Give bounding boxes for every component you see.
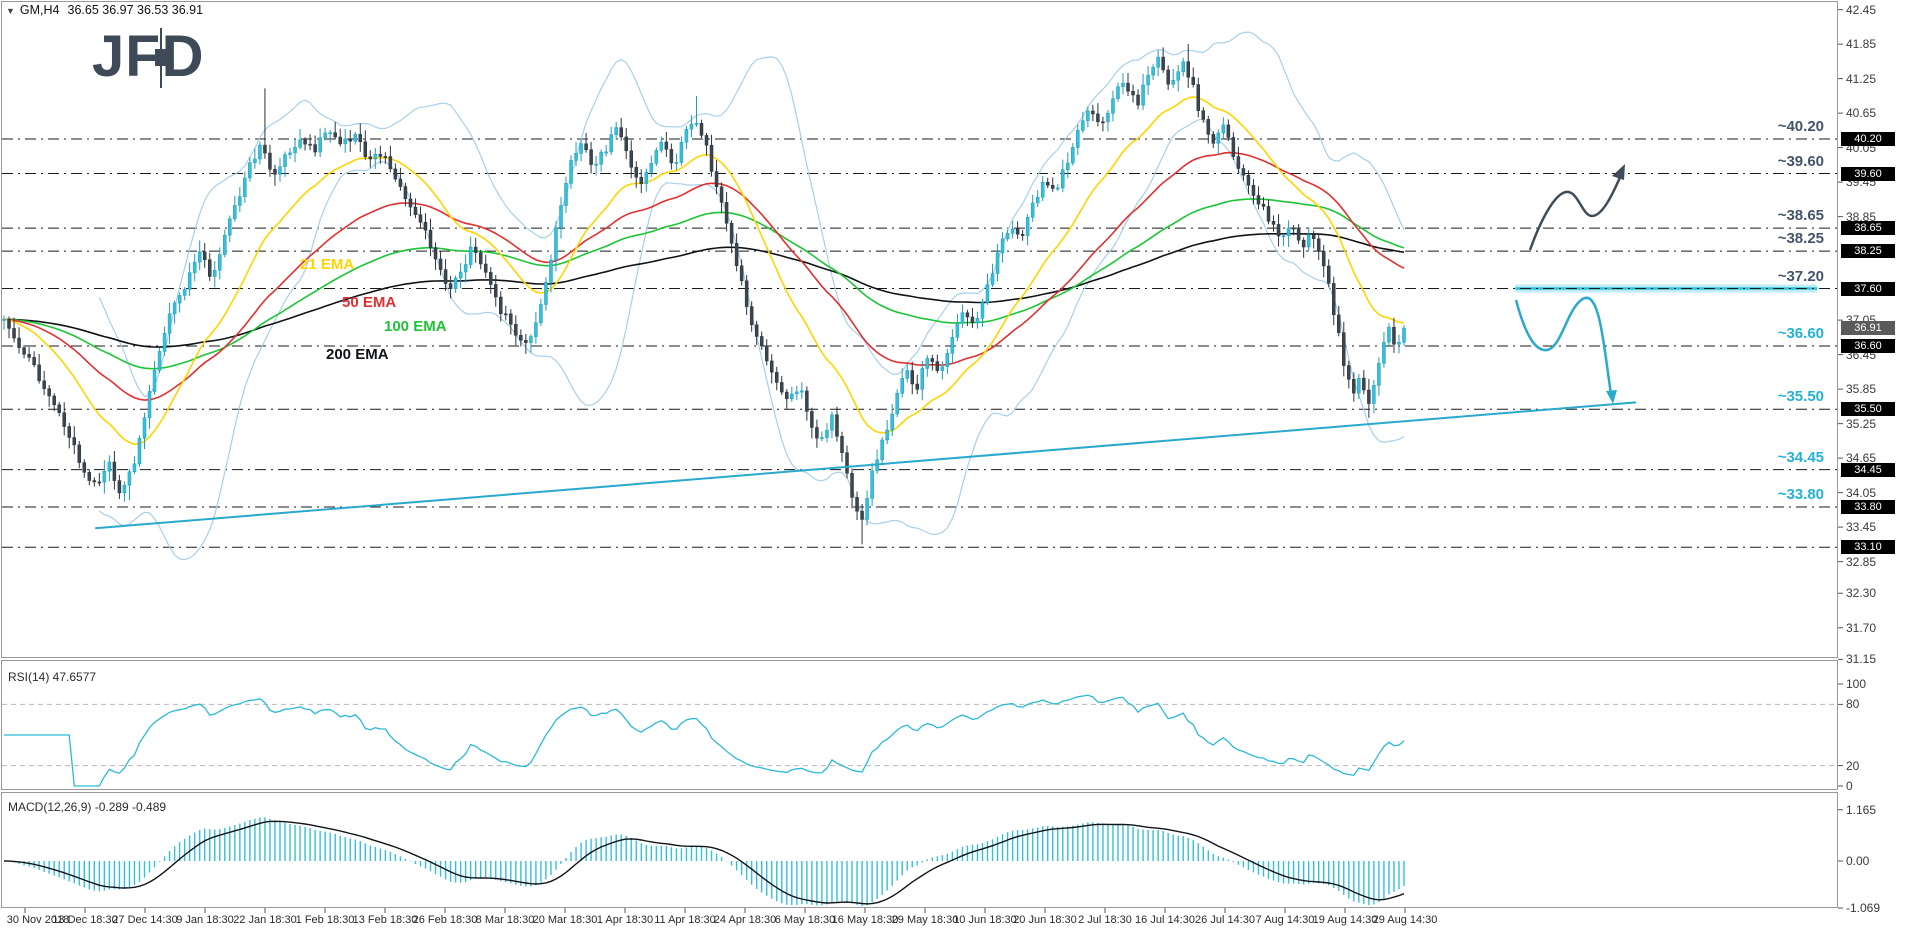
- time-axis-label: 6 May 18:30: [774, 914, 836, 926]
- price-level-box: 38.65: [1841, 221, 1895, 236]
- macd-tick-label: -1.069: [1846, 901, 1881, 916]
- jfd-logo-candle-body: [155, 49, 166, 66]
- time-axis-ticks: [24, 908, 1406, 913]
- time-axis-label: 9 Jan 18:30: [176, 914, 234, 926]
- level-label: ~33.80: [1777, 486, 1824, 503]
- time-axis-label: 20 Jun 18:30: [1013, 914, 1077, 926]
- time-axis-label: 1 Apr 18:30: [596, 914, 654, 926]
- price-level-box: 39.60: [1841, 166, 1895, 181]
- ema50-label: 50 EMA: [342, 294, 397, 311]
- price-level-box: 40.20: [1841, 132, 1895, 146]
- rsi-tick-label: 100: [1846, 677, 1867, 691]
- level-label: ~39.60: [1777, 152, 1824, 170]
- rsi-tick-label: 20: [1846, 758, 1860, 773]
- time-axis-label: 16 Jul 14:30: [1135, 914, 1195, 926]
- time-axis-label: 22 Jan 18:30: [233, 914, 297, 926]
- time-axis-label: 1 Feb 18:30: [295, 914, 355, 926]
- analyst-drawings[interactable]: [95, 164, 1637, 530]
- price-tick-label: 31.15: [1846, 652, 1877, 667]
- current-price-box: 36.91: [1841, 321, 1895, 336]
- price-tick-label: 32.85: [1846, 554, 1877, 569]
- time-axis-label: 2 Jul 18:30: [1078, 914, 1132, 926]
- time-axis-label: 29 Aug 14:30: [1372, 914, 1438, 926]
- time-axis-label: 26 Jul 14:30: [1195, 914, 1255, 926]
- indicator-lines: [3, 31, 1405, 561]
- macd-panel[interactable]: [3, 817, 1405, 906]
- chart-title[interactable]: ▼ GM,H4 36.65 36.97 36.53 36.91: [6, 3, 203, 17]
- ema21-label: 21 EMA: [300, 256, 355, 273]
- time-axis-label: 26 Feb 18:30: [412, 914, 478, 926]
- jfd-logo-text: JFD: [92, 24, 205, 89]
- price-tick-label: 31.70: [1846, 620, 1877, 635]
- price-level-box: 35.50: [1841, 402, 1895, 417]
- time-axis-label: 7 Aug 14:30: [1255, 914, 1315, 926]
- ema100-label: 100 EMA: [384, 318, 447, 335]
- jfd-logo: JFD: [92, 28, 205, 88]
- level-label: ~38.65: [1777, 207, 1824, 225]
- time-axis-label: 27 Dec 14:30: [112, 914, 178, 926]
- price-tick-label: 42.45: [1846, 2, 1877, 17]
- rsi-tick-label: 0: [1846, 779, 1853, 793]
- price-level-box: 33.10: [1841, 540, 1895, 555]
- price-tick-label: 41.25: [1846, 71, 1877, 86]
- time-axis-label: 13 Feb 18:30: [352, 914, 418, 926]
- ohlc-readout: 36.65 36.97 36.53 36.91: [67, 3, 204, 17]
- price-tick-label: 38.85: [1846, 209, 1877, 224]
- axis-tick-marks: [1838, 9, 1843, 909]
- time-axis-label: 13 Dec 18:30: [52, 914, 118, 926]
- price-tick-label: 33.45: [1846, 520, 1877, 535]
- symbol-dropdown-icon[interactable]: ▼: [6, 6, 15, 16]
- price-tick-label: 35.85: [1846, 382, 1877, 397]
- macd-tick-label: 1.165: [1846, 802, 1877, 817]
- price-level-box: 33.80: [1841, 500, 1895, 514]
- time-axis-label: 8 Mar 18:30: [475, 914, 535, 926]
- price-level-box: 38.25: [1841, 244, 1895, 259]
- level-label: ~34.45: [1777, 448, 1824, 466]
- level-label: ~40.20: [1777, 118, 1824, 135]
- level-label: ~37.20: [1777, 267, 1824, 285]
- rsi-panel-label: RSI(14) 47.6577: [8, 670, 97, 684]
- ema200-label: 200 EMA: [326, 346, 389, 363]
- level-label: ~35.50: [1777, 388, 1824, 406]
- price-tick-label: 40.65: [1846, 106, 1877, 121]
- price-tick-label: 32.30: [1846, 586, 1877, 601]
- price-level-box: 36.60: [1841, 339, 1895, 353]
- candlesticks[interactable]: [2, 44, 1406, 545]
- price-level-box: 37.60: [1841, 281, 1895, 296]
- time-axis-label: 19 Aug 14:30: [1312, 914, 1378, 926]
- price-tick-label: 34.05: [1846, 485, 1877, 500]
- macd-panel-label: MACD(12,26,9) -0.289 -0.489: [8, 800, 167, 814]
- time-axis-label: 11 Apr 18:30: [654, 914, 716, 926]
- rsi-tick-label: 80: [1846, 697, 1860, 712]
- symbol-period-label: GM,H4: [19, 3, 60, 17]
- level-lines[interactable]: [2, 138, 1838, 548]
- panel-borders: [1, 1, 1838, 908]
- price-tick-label: 41.85: [1846, 37, 1877, 52]
- time-axis-label: 24 Apr 18:30: [713, 914, 777, 926]
- price-tick-label: 34.65: [1846, 451, 1877, 466]
- time-axis-label: 29 May 18:30: [891, 914, 959, 926]
- level-label: ~36.60: [1777, 325, 1824, 342]
- rsi-panel[interactable]: [2, 694, 1838, 787]
- time-axis-label: 20 Mar 18:30: [532, 914, 598, 926]
- level-label: ~38.25: [1777, 230, 1824, 248]
- time-axis-label: 10 Jun 18:30: [953, 914, 1017, 926]
- macd-tick-label: 0.00: [1846, 854, 1870, 868]
- price-tick-label: 35.25: [1846, 416, 1877, 431]
- time-axis-label: 16 May 18:30: [831, 914, 899, 926]
- time-axis-label: 30 Nov 2018: [6, 914, 70, 926]
- price-level-box: 34.45: [1841, 462, 1895, 477]
